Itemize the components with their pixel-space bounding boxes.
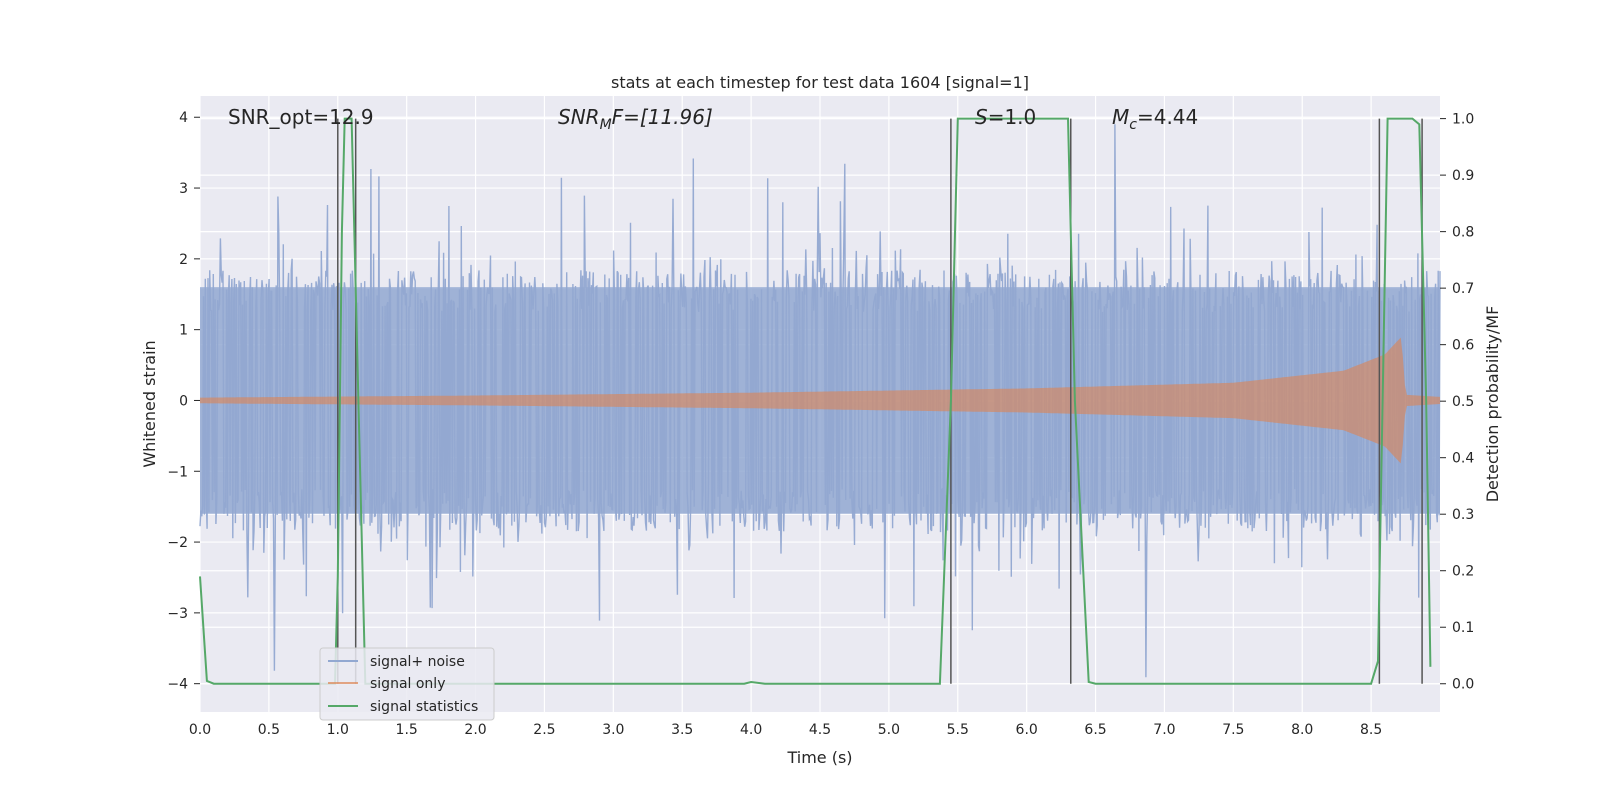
y-right-tick-label: 0.1 [1452, 620, 1474, 636]
chart-title: stats at each timestep for test data 160… [611, 73, 1029, 92]
y-left-tick-label: 4 [179, 110, 188, 126]
x-tick-label: 7.0 [1153, 722, 1175, 738]
x-tick-label: 1.5 [396, 722, 418, 738]
x-tick-label: 0.5 [258, 722, 280, 738]
annotation-snr-opt: SNR_opt=12.9 [228, 105, 374, 129]
annotation-mc: Mc=4.44 [1112, 105, 1198, 133]
series-signal-only [200, 337, 1440, 464]
legend-label-stats: signal statistics [370, 699, 478, 715]
x-tick-label: 1.0 [327, 722, 349, 738]
y-right-axis-ticks: 1.0 0.9 0.8 0.7 0.6 0.5 0.4 0.3 0.2 0.1 0.0 [1440, 112, 1474, 693]
x-axis-ticks: 0.0 0.5 1.0 1.5 2.0 2.5 3.0 3.5 4.0 4.5 5.0 5.5 6.0 6… [189, 722, 1382, 738]
signal-envelope [200, 337, 1440, 464]
y-left-tick-label: 3 [179, 181, 188, 197]
series-signal-statistics [199, 117, 1432, 685]
y-left-tick-label: −1 [167, 464, 188, 480]
annotation-mc-sub: c [1129, 117, 1137, 133]
y-left-tick-label: 0 [179, 393, 188, 409]
annotation-mc-rest: =4.44 [1137, 105, 1198, 129]
y-right-tick-label: 0.4 [1452, 451, 1474, 467]
annotation-s-main: S [975, 105, 988, 129]
y-right-tick-label: 0.5 [1452, 394, 1474, 410]
y-right-tick-label: 0.9 [1452, 168, 1474, 184]
x-tick-label: 8.0 [1291, 722, 1313, 738]
y-left-tick-label: −2 [167, 535, 188, 551]
x-tick-label: 3.5 [671, 722, 693, 738]
legend-box [319, 647, 495, 721]
noise-trace [199, 124, 1441, 678]
x-tick-label: 5.5 [947, 722, 969, 738]
x-tick-label: 4.5 [809, 722, 831, 738]
annotation-snr-mf-main: SNR [558, 105, 600, 129]
x-axis-label: Time (s) [786, 748, 852, 767]
x-tick-label: 6.0 [1016, 722, 1038, 738]
y-right-tick-label: 0.0 [1452, 677, 1474, 693]
y-left-tick-label: −3 [167, 606, 188, 622]
y-right-tick-label: 0.2 [1452, 564, 1474, 580]
annotation-snr-mf-sub: M [600, 117, 612, 133]
x-tick-label: 7.5 [1222, 722, 1244, 738]
y-left-axis-ticks: 4 3 2 1 0 −1 −2 −3 −4 [167, 110, 200, 693]
y-right-axis-label: Detection probability/MF [1483, 306, 1502, 503]
legend: signal+ noise signal only signal statist… [319, 647, 495, 721]
x-tick-label: 2.5 [533, 722, 555, 738]
y-right-tick-label: 0.7 [1452, 281, 1474, 297]
y-left-tick-label: 2 [179, 252, 188, 268]
x-tick-label: 8.5 [1360, 722, 1382, 738]
annotation-s-rest: =1.0 [988, 105, 1037, 129]
y-right-tick-label: 0.3 [1452, 507, 1474, 523]
y-right-tick-label: 0.8 [1452, 225, 1474, 241]
x-tick-label: 5.0 [878, 722, 900, 738]
legend-label-noise: signal+ noise [370, 654, 465, 670]
x-tick-label: 3.0 [602, 722, 624, 738]
annotation-snr-mf: SNRMF=[11.96] [558, 105, 713, 133]
y-left-tick-label: −4 [167, 677, 188, 693]
annotation-mc-main: M [1112, 105, 1129, 129]
stats-line [199, 117, 1432, 685]
annotation-s: S=1.0 [975, 105, 1036, 129]
x-tick-label: 2.0 [464, 722, 486, 738]
x-tick-label: 6.5 [1084, 722, 1106, 738]
legend-label-signal: signal only [370, 676, 445, 692]
y-right-tick-label: 1.0 [1452, 112, 1474, 128]
y-left-axis-label: Whitened strain [140, 340, 159, 467]
x-tick-label: 4.0 [740, 722, 762, 738]
y-right-tick-label: 0.6 [1452, 338, 1474, 354]
annotation-snr-mf-rest: F=[11.96] [612, 105, 713, 129]
y-left-tick-label: 1 [179, 323, 188, 339]
x-tick-label: 0.0 [189, 722, 211, 738]
